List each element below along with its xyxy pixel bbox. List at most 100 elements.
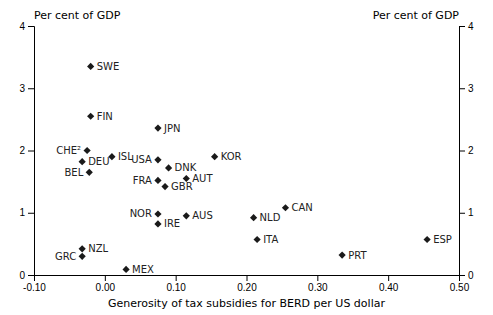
point	[254, 236, 261, 243]
tick-label: -0.10	[23, 282, 46, 293]
point	[87, 113, 94, 120]
tick-label: 3	[19, 83, 25, 94]
tick: 1	[19, 207, 34, 218]
tick-label: 1	[19, 207, 25, 218]
tick-mark	[388, 275, 389, 281]
point	[250, 214, 257, 221]
point-label: NLD	[260, 212, 281, 223]
point	[154, 124, 161, 131]
point	[161, 183, 168, 190]
tick-mark	[28, 151, 34, 152]
x-axis-title: Generosity of tax subsidies for BERD per…	[108, 297, 385, 310]
point	[86, 169, 93, 176]
point-label: NOR	[130, 208, 152, 219]
point-label: JPN	[163, 123, 180, 134]
point-labels: SWEFINJPNCHE²ISLDEUBELUSADNKKORFRAAUTGBR…	[55, 61, 452, 275]
tick: 0.00	[96, 275, 116, 293]
point	[183, 212, 190, 219]
point-label: ITA	[263, 234, 278, 245]
point-label: CAN	[291, 202, 312, 213]
tick-label: 2	[19, 145, 25, 156]
point-label: GBR	[171, 181, 193, 192]
point-label: AUT	[192, 173, 213, 184]
point	[339, 251, 346, 258]
tick: 0.40	[379, 275, 399, 293]
tick-label: 2	[468, 145, 474, 156]
tick-mark	[28, 275, 34, 276]
point	[79, 253, 86, 260]
tick-label: 0.10	[166, 282, 186, 293]
point-label: CHE²	[56, 145, 81, 156]
point	[154, 210, 161, 217]
tick-label: 0.00	[96, 282, 116, 293]
point-label: PRT	[348, 250, 367, 261]
point-label: FRA	[133, 175, 152, 186]
point	[424, 236, 431, 243]
chart: -0.100.000.100.200.300.400.500123401234G…	[0, 0, 493, 315]
tick: 2	[459, 145, 474, 156]
point	[282, 204, 289, 211]
tick-mark	[459, 151, 465, 152]
tick-label: 0	[468, 270, 474, 281]
y-axis-title: Per cent of GDP	[34, 9, 121, 22]
tick-label: 4	[468, 21, 474, 32]
point-label: DEU	[88, 156, 109, 167]
point-label: SWE	[97, 61, 120, 72]
y2-axis: 0 1 2 3 4	[459, 21, 474, 281]
tick-mark	[459, 88, 465, 89]
point-label: GRC	[55, 251, 76, 262]
tick: 3	[19, 83, 34, 94]
point	[122, 266, 129, 273]
tick: 0	[19, 270, 34, 281]
tick: 0.50	[450, 275, 470, 293]
tick-mark	[317, 275, 318, 281]
tick-mark	[459, 213, 465, 214]
point-label: AUS	[192, 210, 213, 221]
tick: 1	[459, 207, 474, 218]
point	[165, 164, 172, 171]
point	[154, 220, 161, 227]
point	[87, 63, 94, 70]
point	[211, 153, 218, 160]
tick: 4	[459, 21, 474, 32]
point	[154, 177, 161, 184]
tick: 0.30	[308, 275, 328, 293]
point-label: ESP	[433, 234, 452, 245]
tick: 0	[459, 270, 474, 281]
point	[154, 156, 161, 163]
tick: 3	[459, 83, 474, 94]
tick-mark	[28, 213, 34, 214]
tick-mark	[176, 275, 177, 281]
tick-label: 0.20	[237, 282, 257, 293]
y-axis-line	[28, 27, 35, 276]
tick-label: 0	[19, 270, 25, 281]
point-label: KOR	[221, 151, 242, 162]
tick-mark	[105, 275, 106, 281]
tick-label: 1	[468, 207, 474, 218]
tick-label: 4	[19, 21, 25, 32]
point-label: NZL	[88, 243, 108, 254]
y-axis: 0 1 2 3 4	[19, 21, 34, 281]
point	[79, 245, 86, 252]
tick-mark	[459, 26, 465, 27]
point-label: FIN	[97, 111, 113, 122]
tick-label: 3	[468, 83, 474, 94]
tick: 4	[19, 21, 34, 32]
tick-label: 0.50	[450, 282, 470, 293]
tick-mark	[28, 88, 34, 89]
y2-axis-line	[460, 27, 466, 276]
x-axis: -0.10 0.00 0.10 0.20 0.30 0.40 0.50	[23, 275, 470, 293]
tick: 0.10	[166, 275, 186, 293]
point-label: BEL	[65, 167, 84, 178]
point	[79, 158, 86, 165]
x-axis-line	[35, 276, 460, 282]
tick: 2	[19, 145, 34, 156]
tick-label: 0.40	[379, 282, 399, 293]
tick-mark	[28, 26, 34, 27]
point-label: DNK	[175, 162, 197, 173]
points	[79, 63, 431, 273]
point-label: IRE	[164, 218, 180, 229]
y2-axis-title: Per cent of GDP	[373, 9, 460, 22]
point	[84, 147, 91, 154]
point-label: MEX	[132, 264, 154, 275]
